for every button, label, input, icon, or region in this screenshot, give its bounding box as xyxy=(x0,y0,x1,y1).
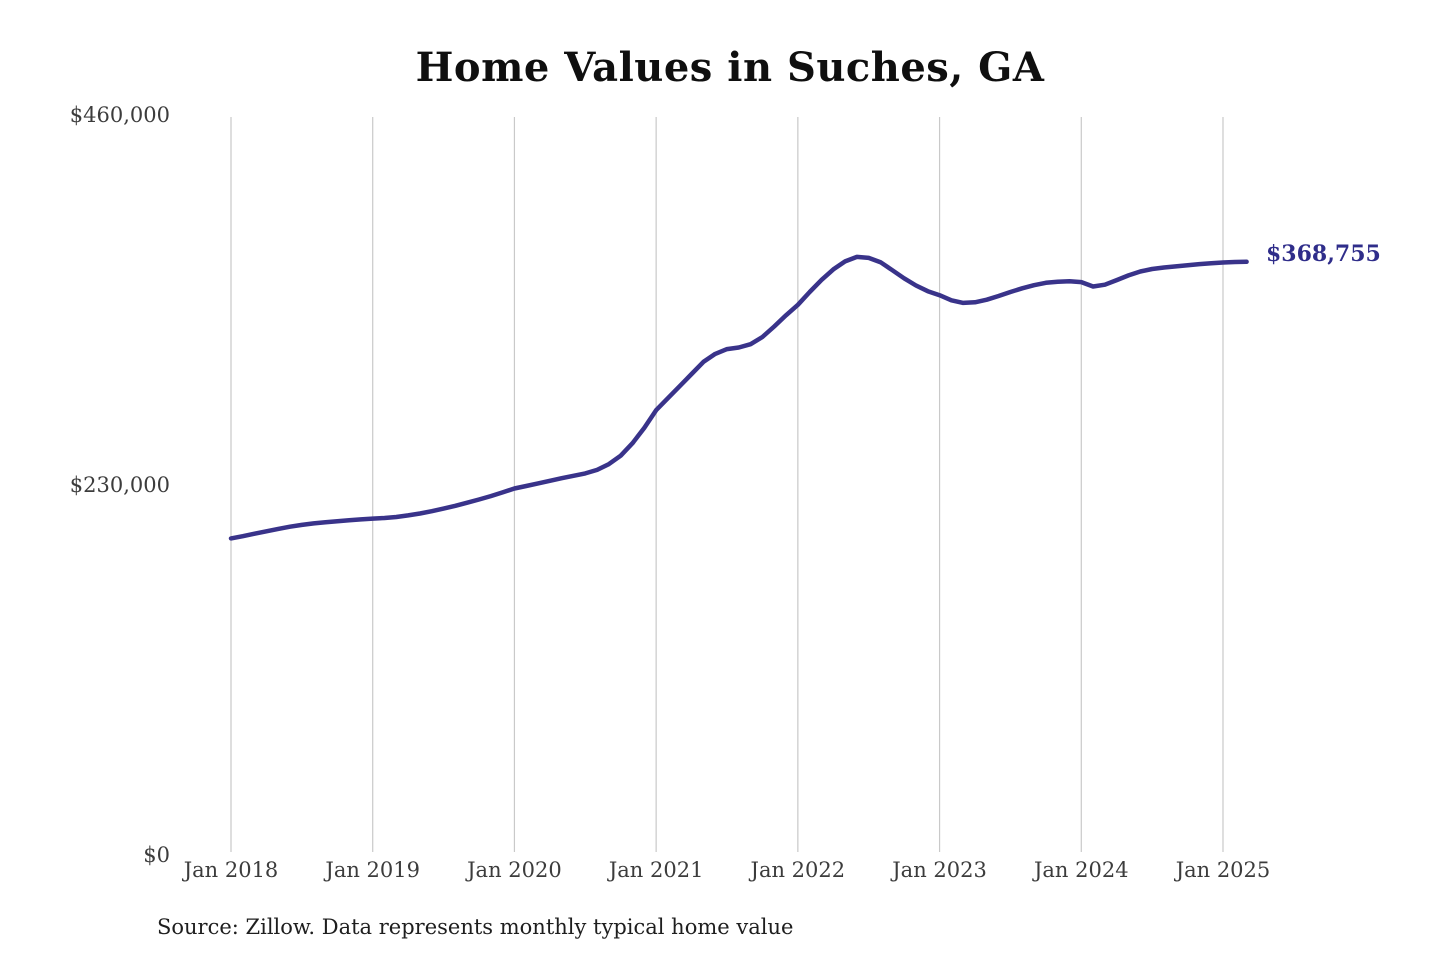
y-axis-tick-label: $230,000 xyxy=(69,473,170,497)
x-axis-tick-label: Jan 2023 xyxy=(892,858,987,882)
y-axis-tick-label: $0 xyxy=(143,843,170,867)
chart-title: Home Values in Suches, GA xyxy=(415,44,1045,91)
x-axis-tick-label: Jan 2020 xyxy=(467,858,562,882)
y-axis-tick-label: $460,000 xyxy=(69,103,170,127)
x-axis-tick-label: Jan 2019 xyxy=(325,858,420,882)
x-axis-tick-label: Jan 2024 xyxy=(1033,858,1129,882)
x-axis-tick-label: Jan 2021 xyxy=(608,858,704,882)
x-axis-tick-label: Jan 2018 xyxy=(183,858,279,882)
x-axis-tick-label: Jan 2025 xyxy=(1175,858,1271,882)
home-value-line xyxy=(228,254,1249,541)
x-axis-tick-label: Jan 2022 xyxy=(750,858,846,882)
end-value-label: $368,755 xyxy=(1266,241,1381,267)
source-note: Source: Zillow. Data represents monthly … xyxy=(157,915,794,939)
